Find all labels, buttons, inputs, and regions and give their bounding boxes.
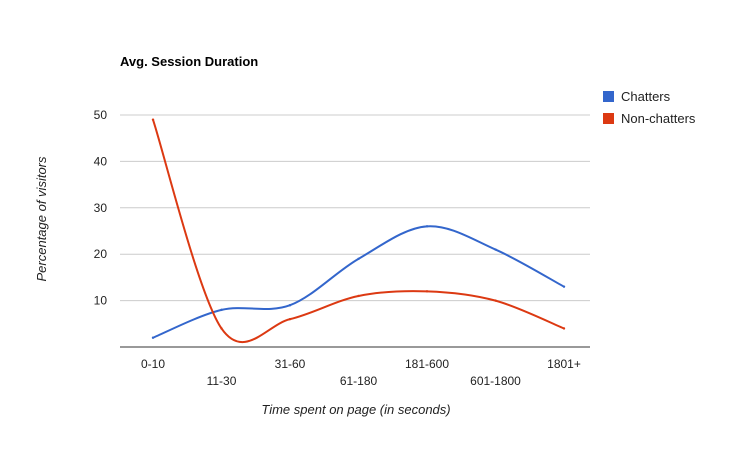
legend-label: Non-chatters bbox=[621, 111, 696, 126]
legend-swatch bbox=[603, 113, 614, 124]
data-point bbox=[425, 225, 429, 228]
data-point bbox=[220, 308, 223, 312]
x-tick-label: 11-30 bbox=[207, 374, 237, 388]
gridlines bbox=[120, 114, 590, 302]
x-tick-label: 31-60 bbox=[275, 357, 306, 371]
data-point bbox=[562, 327, 566, 330]
y-tick-label: 40 bbox=[94, 154, 108, 168]
data-point bbox=[494, 299, 497, 302]
x-tick-label: 601-1800 bbox=[470, 374, 521, 388]
series-lines bbox=[151, 118, 566, 344]
legend-label: Chatters bbox=[621, 89, 671, 104]
y-axis-ticks: 10 20 30 40 50 bbox=[94, 108, 108, 308]
x-tick-label: 61-180 bbox=[340, 374, 378, 388]
x-tick-label: 0-10 bbox=[141, 357, 165, 371]
x-tick-label: 1801+ bbox=[547, 357, 581, 371]
series-line-chatters bbox=[152, 225, 565, 339]
y-tick-label: 10 bbox=[94, 294, 108, 308]
legend: Chatters Non-chatters bbox=[603, 89, 696, 126]
data-point bbox=[425, 290, 429, 293]
chart-title: Avg. Session Duration bbox=[120, 54, 258, 69]
data-point bbox=[151, 118, 155, 121]
data-point bbox=[288, 304, 292, 307]
x-axis-label: Time spent on page (in seconds) bbox=[261, 402, 450, 417]
data-point bbox=[220, 327, 223, 330]
legend-swatch bbox=[603, 91, 614, 102]
y-axis-label: Percentage of visitors bbox=[34, 156, 49, 282]
y-tick-label: 30 bbox=[94, 201, 108, 215]
data-point bbox=[288, 317, 292, 321]
data-point bbox=[357, 257, 360, 261]
y-tick-label: 50 bbox=[94, 108, 108, 122]
x-tick-label: 181-600 bbox=[405, 357, 449, 371]
series-line-non-chatters bbox=[152, 118, 565, 344]
y-tick-label: 20 bbox=[94, 247, 108, 261]
data-point bbox=[151, 336, 155, 339]
x-axis-ticks: 0-10 11-30 31-60 61-180 181-600 601-1800 1801+ bbox=[141, 357, 581, 388]
data-point bbox=[494, 248, 497, 251]
data-point bbox=[562, 285, 566, 288]
data-point bbox=[357, 294, 360, 298]
